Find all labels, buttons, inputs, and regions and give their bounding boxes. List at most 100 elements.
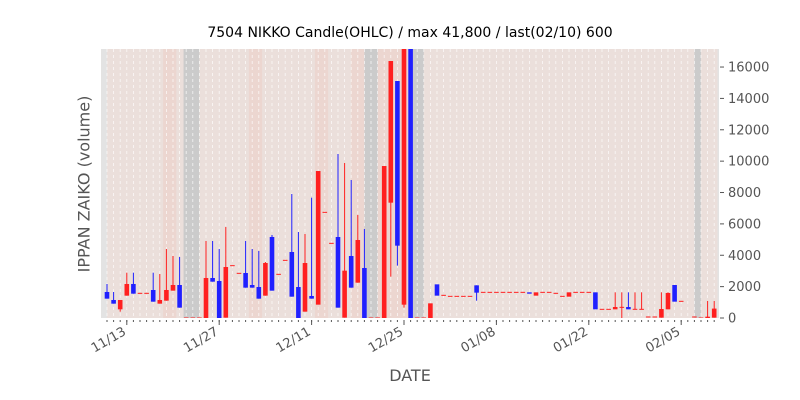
candle-body xyxy=(474,285,479,293)
y-tick-label: 8000 xyxy=(728,186,761,201)
candle-flat xyxy=(276,273,281,275)
candle-body xyxy=(705,316,710,318)
candle-body xyxy=(157,299,163,304)
candle-body xyxy=(249,284,255,288)
candle-body xyxy=(269,237,275,291)
candle-body xyxy=(164,290,169,301)
candle-flat xyxy=(586,291,592,293)
candle-body xyxy=(302,263,308,312)
y-tick-label: 14000 xyxy=(728,92,769,107)
candle-body xyxy=(296,287,301,318)
candle-body xyxy=(117,299,123,310)
candle-flat xyxy=(447,295,453,297)
candle-flat xyxy=(540,291,545,293)
candle-body xyxy=(612,307,618,310)
candle-body xyxy=(665,292,671,310)
candle-body xyxy=(342,270,347,318)
candle-body xyxy=(401,49,407,305)
candle-body xyxy=(527,292,532,294)
pink-band xyxy=(248,49,263,318)
candle-flat xyxy=(652,316,658,318)
candle-body xyxy=(395,81,400,246)
candle-flat xyxy=(606,308,611,310)
candle-flat xyxy=(467,295,473,297)
x-axis-label: DATE xyxy=(389,366,431,385)
candle-flat xyxy=(375,317,380,318)
candle-flat xyxy=(190,317,196,318)
candle-flat xyxy=(282,259,288,261)
candle-body xyxy=(111,299,116,304)
candle-flat xyxy=(480,291,486,293)
candle-flat xyxy=(494,291,499,293)
y-tick-label: 4000 xyxy=(728,249,761,264)
candle-flat xyxy=(487,291,493,293)
candle-body xyxy=(150,290,156,302)
candle-body xyxy=(428,303,433,318)
y-tick-label: 10000 xyxy=(728,155,769,170)
candle-flat xyxy=(678,300,684,302)
candle-body xyxy=(216,280,222,318)
candle-flat xyxy=(454,295,460,297)
candle-body xyxy=(672,284,677,302)
candle-flat xyxy=(520,291,526,293)
x-tick-label: 11/27 xyxy=(181,324,221,356)
y-tick-label: 2000 xyxy=(728,280,761,295)
candle-body xyxy=(223,267,229,318)
candles xyxy=(104,49,717,318)
candle-body xyxy=(170,284,176,291)
candle-body xyxy=(289,251,295,297)
candle-flat xyxy=(441,294,446,296)
candle-flat xyxy=(421,317,427,318)
candle-flat xyxy=(183,317,189,318)
pink-band xyxy=(163,49,177,318)
candle-flat xyxy=(599,308,605,310)
candle-body xyxy=(711,308,717,318)
y-tick-label: 6000 xyxy=(728,217,761,232)
candle-flat xyxy=(230,265,235,267)
candle-flat xyxy=(553,292,559,294)
candle-body xyxy=(243,272,248,288)
grey-band xyxy=(183,49,200,318)
candle-flat xyxy=(560,295,565,297)
grey-band xyxy=(101,49,107,318)
candle-flat xyxy=(698,317,704,318)
x-tick-label: 11/13 xyxy=(89,324,129,356)
candle-flat xyxy=(619,306,625,308)
chart-title: 7504 NIKKO Candle(OHLC) / max 41,800 / l… xyxy=(207,25,613,41)
x-tick-label: 12/11 xyxy=(274,324,314,356)
candle-body xyxy=(203,278,209,318)
y-tick-label: 16000 xyxy=(728,61,769,76)
candle-body xyxy=(335,237,341,308)
candle-flat xyxy=(632,308,638,310)
candle-body xyxy=(131,283,136,294)
candle-flat xyxy=(368,317,374,318)
candle-flat xyxy=(639,308,644,310)
candle-body xyxy=(210,278,215,282)
candle-body xyxy=(177,284,182,308)
candle-body xyxy=(659,308,664,318)
candle-body xyxy=(256,287,262,299)
candle-flat xyxy=(645,316,651,318)
candle-flat xyxy=(329,242,334,244)
candle-flat xyxy=(573,291,578,293)
x-tick-label: 02/05 xyxy=(643,324,683,356)
candle-body xyxy=(533,292,539,296)
candle-body xyxy=(434,284,440,296)
candle-flat xyxy=(546,291,552,293)
candle-body xyxy=(124,283,130,296)
candle-flat xyxy=(414,317,420,318)
candle-flat xyxy=(500,291,506,293)
candle-body xyxy=(362,267,367,318)
candle-flat xyxy=(144,292,149,294)
x-tick-label: 01/22 xyxy=(551,324,591,356)
candle-flat xyxy=(236,272,242,274)
candle-body xyxy=(315,171,321,305)
y-tick-label: 0 xyxy=(728,312,736,327)
candle-body xyxy=(408,49,413,318)
candle-body xyxy=(566,292,572,297)
candle-body xyxy=(104,291,110,299)
x-tick-label: 01/08 xyxy=(458,324,498,356)
candle-body xyxy=(348,255,354,288)
candle-flat xyxy=(322,211,328,213)
